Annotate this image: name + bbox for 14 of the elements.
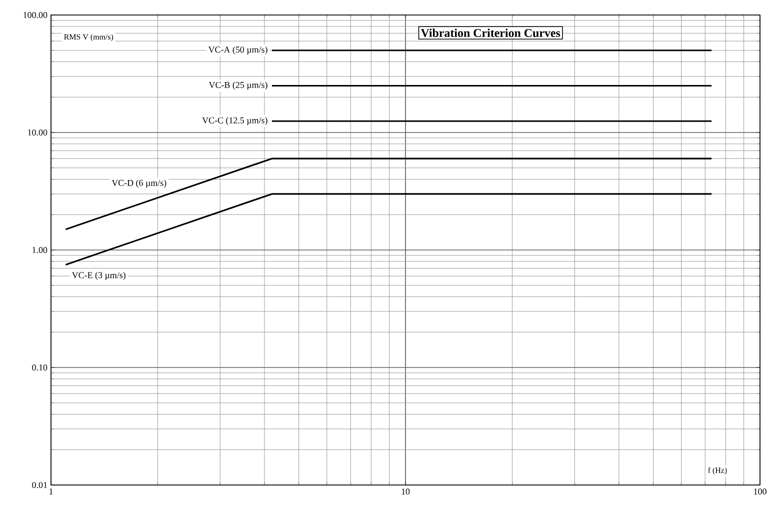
y-tick-label: 0.10 [32, 364, 48, 371]
x-tick-label: 1 [50, 488, 53, 494]
x-tick-label: 100 [754, 488, 766, 495]
series-label: VC-C (12.5 µm/s) [202, 117, 268, 126]
series-label: VC-A (50 µm/s) [208, 46, 268, 54]
y-tick-label: 1.00 [32, 246, 48, 254]
text: Vibration Criterion Curves [420, 28, 560, 38]
legend-label: VC-E (3 µm/s) [72, 272, 126, 280]
y-tick-label: 10.00 [28, 129, 48, 136]
series-label: VC-D (6 µm/s) [112, 180, 166, 188]
series-label: VC-B (25 µm/s) [208, 82, 268, 90]
x-tick-label: 10 [402, 488, 410, 495]
y-tick-label: 100.00 [24, 12, 48, 18]
y-tick-label: 0.01 [32, 482, 47, 488]
